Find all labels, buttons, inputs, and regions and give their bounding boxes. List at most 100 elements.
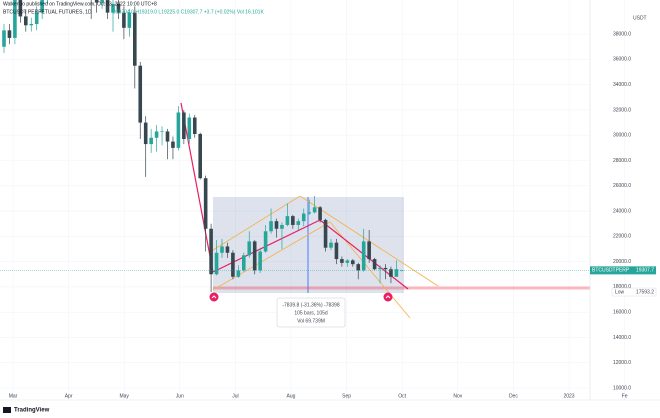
candle-body — [285, 216, 290, 225]
measure-change: -7839.8 (-31.36%) -78398 — [282, 302, 339, 308]
currency-label: USDT — [633, 15, 647, 21]
candle-body — [116, 3, 121, 13]
x-tick-label: May — [119, 393, 129, 399]
candle-body — [203, 178, 208, 229]
candle-body — [214, 252, 219, 275]
candle-body — [291, 216, 295, 225]
y-tick-label: 36000.0 — [613, 57, 631, 63]
y-tick-label: 14000.0 — [613, 335, 631, 341]
candle-body — [13, 0, 17, 38]
channel-line — [212, 221, 331, 291]
candle-body — [367, 241, 371, 260]
candle-body — [263, 231, 268, 252]
y-tick-label: 32000.0 — [613, 107, 631, 113]
candle-body — [127, 12, 132, 28]
y-tick-label: 10000.0 — [613, 385, 631, 391]
y-tick-label: 20000.0 — [613, 259, 631, 265]
candle-body — [247, 241, 252, 256]
candle-body — [111, 3, 115, 13]
candle-body — [378, 267, 382, 270]
candle-body — [29, 24, 34, 26]
author-line: WalkerGo published on TradingView.com, O… — [3, 1, 157, 7]
candle-body — [231, 252, 235, 277]
candle-body — [2, 30, 6, 47]
ohlc-line: O19304.0 H19319.0 L19225.0 C19307.7 +3.7… — [112, 9, 264, 15]
candle-body — [160, 131, 164, 133]
candle-body — [361, 241, 366, 271]
candle-body — [138, 65, 143, 123]
candle-body — [105, 0, 110, 13]
grid — [0, 0, 625, 400]
candle-body — [269, 221, 273, 232]
candle-body — [149, 137, 153, 145]
candle-body — [383, 267, 388, 270]
candle-body — [209, 228, 213, 275]
symbol: BTCUSDT PERPETUAL FUTURES, 1D — [3, 9, 92, 15]
x-tick-label: Dec — [509, 393, 518, 399]
candle-body — [154, 131, 159, 138]
candle-body — [345, 260, 350, 263]
candle-body — [372, 259, 377, 270]
x-tick-label: Mar — [9, 393, 18, 399]
y-tick-label: 22000.0 — [613, 234, 631, 240]
channel-line — [212, 195, 301, 251]
brand: TradingView — [14, 408, 50, 414]
candles — [2, 0, 404, 292]
candle-body — [312, 207, 317, 213]
candle-body — [24, 16, 28, 26]
candle-body — [133, 12, 137, 66]
low-tag — [611, 287, 657, 297]
candle-body — [34, 12, 39, 25]
x-tick-label: Jun — [176, 393, 184, 399]
candle-body — [40, 0, 44, 13]
low-tag-value: 17593.2 — [636, 289, 654, 295]
candle-body — [143, 122, 148, 145]
candle-body — [171, 141, 175, 148]
x-tick-label: Jul — [232, 393, 238, 399]
candle-body — [220, 246, 224, 253]
x-tick-label: Aug — [287, 393, 296, 399]
x-tick-label: Apr — [65, 393, 73, 399]
y-tick-label: 28000.0 — [613, 158, 631, 164]
candle-body — [301, 213, 306, 222]
candle-body — [122, 12, 126, 28]
trend-line — [180, 102, 214, 273]
measure-bars: 105 bars, 105d — [294, 310, 328, 316]
candle-body — [274, 221, 279, 229]
candle-body — [334, 242, 339, 260]
candle-body — [18, 0, 23, 17]
candle-body — [318, 207, 322, 220]
low-tag-name: Low — [615, 289, 625, 295]
candle-body — [198, 133, 202, 179]
candle-body — [356, 264, 361, 271]
candle-body — [258, 251, 262, 271]
candle-body — [7, 30, 12, 38]
marker-arrow — [211, 295, 217, 299]
candle-body — [252, 241, 257, 271]
candle-body — [329, 242, 333, 248]
measure-box — [276, 297, 346, 328]
brand-logo — [3, 407, 11, 413]
candle-body — [296, 221, 301, 225]
candle-body — [225, 246, 230, 253]
candle-body — [394, 269, 399, 277]
candle-body — [236, 270, 241, 277]
y-tick-label: 26000.0 — [613, 183, 631, 189]
x-tick-label: Sep — [342, 393, 351, 399]
candle-body — [340, 259, 344, 263]
candle-body — [242, 255, 246, 271]
candle-body — [94, 0, 99, 3]
candle-body — [280, 224, 284, 229]
y-tick-label: 30000.0 — [613, 133, 631, 139]
marker — [209, 292, 219, 302]
candle-body — [100, 0, 104, 3]
marker — [383, 292, 393, 302]
x-tick-label: Fe — [622, 393, 628, 399]
y-tick-label: 18000.0 — [613, 284, 631, 290]
x-tick-label: 2023 — [563, 393, 574, 399]
y-tick-label: 38000.0 — [613, 31, 631, 37]
price-tag — [590, 266, 656, 275]
y-tick-label: 16000.0 — [613, 309, 631, 315]
